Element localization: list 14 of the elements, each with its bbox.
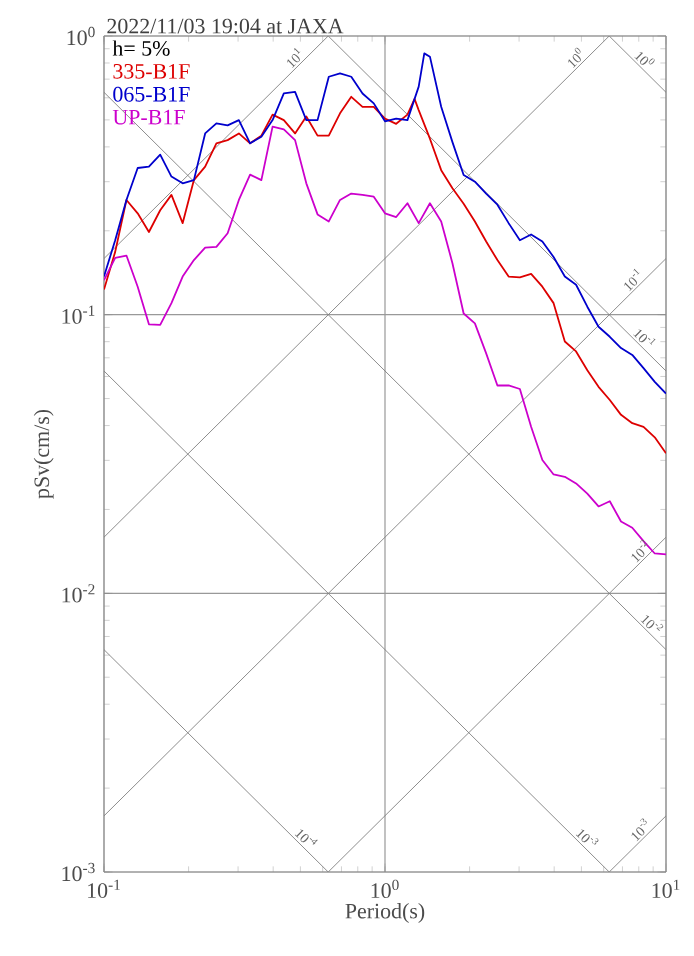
x-axis-title: Period(s) (345, 903, 425, 923)
text: 335-B1F (113, 64, 190, 79)
text: UP-B1F (112, 109, 185, 125)
y-tick-label: 10$^{-2}$ (62, 584, 95, 603)
chart-title: 2022/11/03 19:04 at JAXA (107, 18, 344, 34)
y-axis-title: pSv(cm/s) (33, 409, 54, 499)
annotation: h= 5% (112, 40, 170, 56)
series-label: 065-B1F (113, 86, 190, 102)
x-tick-label: 10$^{1}$ (652, 879, 680, 898)
y-tick-label: 10$^{0}$ (67, 26, 95, 46)
y-tick-label: 10$^{-3}$ (62, 862, 95, 882)
y-tick-label: 10$^{-1}$ (62, 305, 95, 324)
x-tick-label: 10$^{0}$ (371, 879, 399, 899)
x-tick-label: 10$^{-1}$ (88, 879, 120, 898)
